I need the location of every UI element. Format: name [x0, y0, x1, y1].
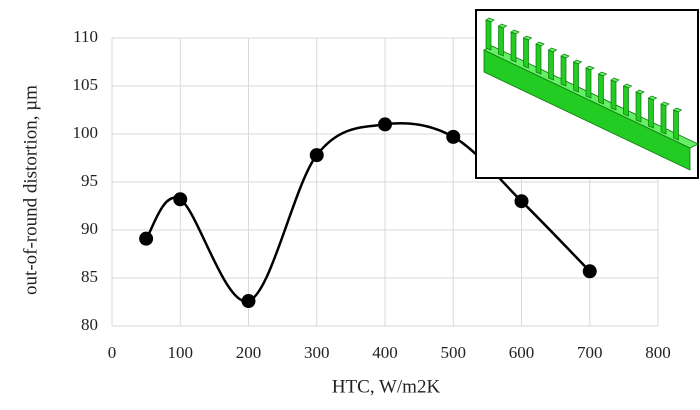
- data-point: [310, 148, 324, 162]
- x-tick-label: 200: [236, 343, 262, 362]
- comb-tooth: [549, 50, 554, 80]
- comb-tooth: [486, 20, 491, 50]
- comb-tooth: [524, 38, 529, 68]
- x-tick-label: 800: [645, 343, 671, 362]
- comb-tooth: [511, 32, 516, 62]
- y-tick-label: 80: [81, 315, 98, 334]
- x-tick-label: 400: [372, 343, 398, 362]
- y-axis-label: out-of-round distortion, µm: [20, 85, 41, 295]
- comb-tooth: [499, 26, 504, 56]
- comb-tooth: [599, 74, 604, 104]
- data-point: [242, 294, 256, 308]
- comb-tooth: [636, 92, 641, 122]
- x-tick-label: 300: [304, 343, 330, 362]
- comb-tooth: [649, 98, 654, 128]
- y-tick-label: 110: [73, 27, 98, 46]
- data-point: [378, 117, 392, 131]
- page: HTC, W/m2K out-of-round distortion, µm 8…: [0, 0, 700, 410]
- data-point: [515, 194, 529, 208]
- comb-tooth: [536, 44, 541, 74]
- x-axis-label: HTC, W/m2K: [332, 376, 441, 397]
- x-tick-label: 500: [441, 343, 467, 362]
- y-tick-label: 90: [81, 219, 98, 238]
- x-tick-label: 100: [168, 343, 194, 362]
- data-point: [446, 130, 460, 144]
- x-tick-label: 0: [108, 343, 117, 362]
- y-tick-label: 85: [81, 267, 98, 286]
- chart: HTC, W/m2K out-of-round distortion, µm 8…: [0, 0, 700, 410]
- comb-tooth: [561, 56, 566, 86]
- y-tick-label: 100: [73, 123, 99, 142]
- x-tick-label: 700: [577, 343, 603, 362]
- y-tick-label: 95: [81, 171, 98, 190]
- comb-tooth: [674, 110, 679, 140]
- comb-tooth: [574, 62, 579, 92]
- comb-tooth: [661, 104, 666, 134]
- data-point: [583, 264, 597, 278]
- data-point: [173, 192, 187, 206]
- comb-tooth: [611, 80, 616, 110]
- inset-image: [476, 10, 698, 178]
- comb-tooth: [624, 86, 629, 116]
- data-point: [139, 232, 153, 246]
- y-tick-label: 105: [73, 75, 99, 94]
- comb-tooth: [586, 68, 591, 98]
- x-tick-label: 600: [509, 343, 535, 362]
